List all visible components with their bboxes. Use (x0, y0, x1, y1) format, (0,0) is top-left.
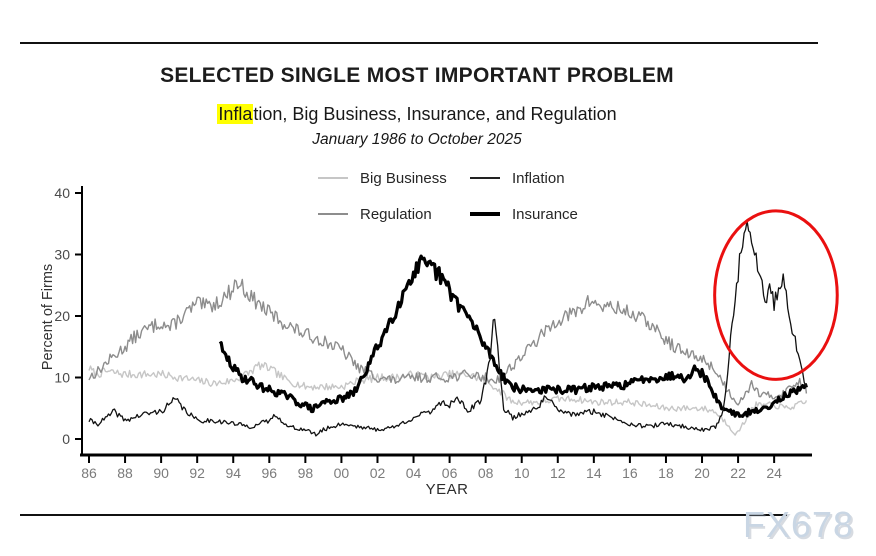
x-tick-label: 90 (153, 465, 169, 481)
page-title: SELECTED SINGLE MOST IMPORTANT PROBLEM (160, 64, 674, 87)
x-tick-label: 12 (550, 465, 566, 481)
subtitle-highlighted-text: Infla (217, 104, 254, 124)
y-tick-label: 10 (54, 370, 70, 386)
x-tick-label: 22 (730, 465, 746, 481)
y-tick-label: 30 (54, 247, 70, 263)
series-line-insurance (218, 254, 808, 418)
legend-label-inflation: Inflation (512, 169, 565, 187)
y-tick-label: 40 (54, 185, 70, 201)
legend-swatch-big-business (318, 177, 348, 179)
x-tick-label: 18 (658, 465, 674, 481)
legend-item-inflation: Inflation (470, 168, 565, 188)
series-line-regulation (88, 278, 808, 406)
legend-label-insurance: Insurance (512, 205, 578, 223)
x-tick-label: 92 (189, 465, 205, 481)
x-tick-label: 24 (766, 465, 782, 481)
x-tick-label: 86 (81, 465, 97, 481)
x-tick-label: 02 (370, 465, 386, 481)
y-tick-label: 20 (54, 308, 70, 324)
series-line-big-business (88, 361, 808, 436)
x-tick-label: 06 (442, 465, 458, 481)
x-tick-label: 14 (586, 465, 602, 481)
legend-label-regulation: Regulation (360, 205, 432, 223)
top-divider (20, 42, 818, 44)
legend-label-big-business: Big Business (360, 169, 447, 187)
x-tick-label: 20 (694, 465, 710, 481)
legend-swatch-inflation (470, 177, 500, 179)
date-range-label: January 1986 to October 2025 (312, 131, 522, 148)
x-tick-label: 98 (298, 465, 314, 481)
inflation-spike-annotation-ellipse (713, 209, 839, 381)
x-tick-label: 04 (406, 465, 422, 481)
legend-swatch-insurance (470, 212, 500, 216)
legend-item-regulation: Regulation (318, 204, 432, 224)
x-tick-label: 94 (225, 465, 241, 481)
y-tick-label: 0 (62, 431, 70, 447)
x-tick-label: 10 (514, 465, 530, 481)
x-axis-title: YEAR (425, 481, 469, 498)
series-line-inflation (88, 220, 808, 437)
legend-item-insurance: Insurance (470, 204, 578, 224)
x-tick-label: 96 (262, 465, 278, 481)
watermark: FX678 (743, 504, 855, 545)
chart-subtitle: Inflation, Big Business, Insurance, and … (0, 104, 834, 125)
subtitle-rest-text: tion, Big Business, Insurance, and Regul… (253, 104, 617, 124)
x-tick-label: 00 (334, 465, 350, 481)
legend-swatch-regulation (318, 213, 348, 215)
bottom-divider (20, 514, 787, 516)
legend-item-big-business: Big Business (318, 168, 447, 188)
x-tick-label: 08 (478, 465, 494, 481)
x-tick-label: 16 (622, 465, 638, 481)
x-tick-label: 88 (117, 465, 133, 481)
